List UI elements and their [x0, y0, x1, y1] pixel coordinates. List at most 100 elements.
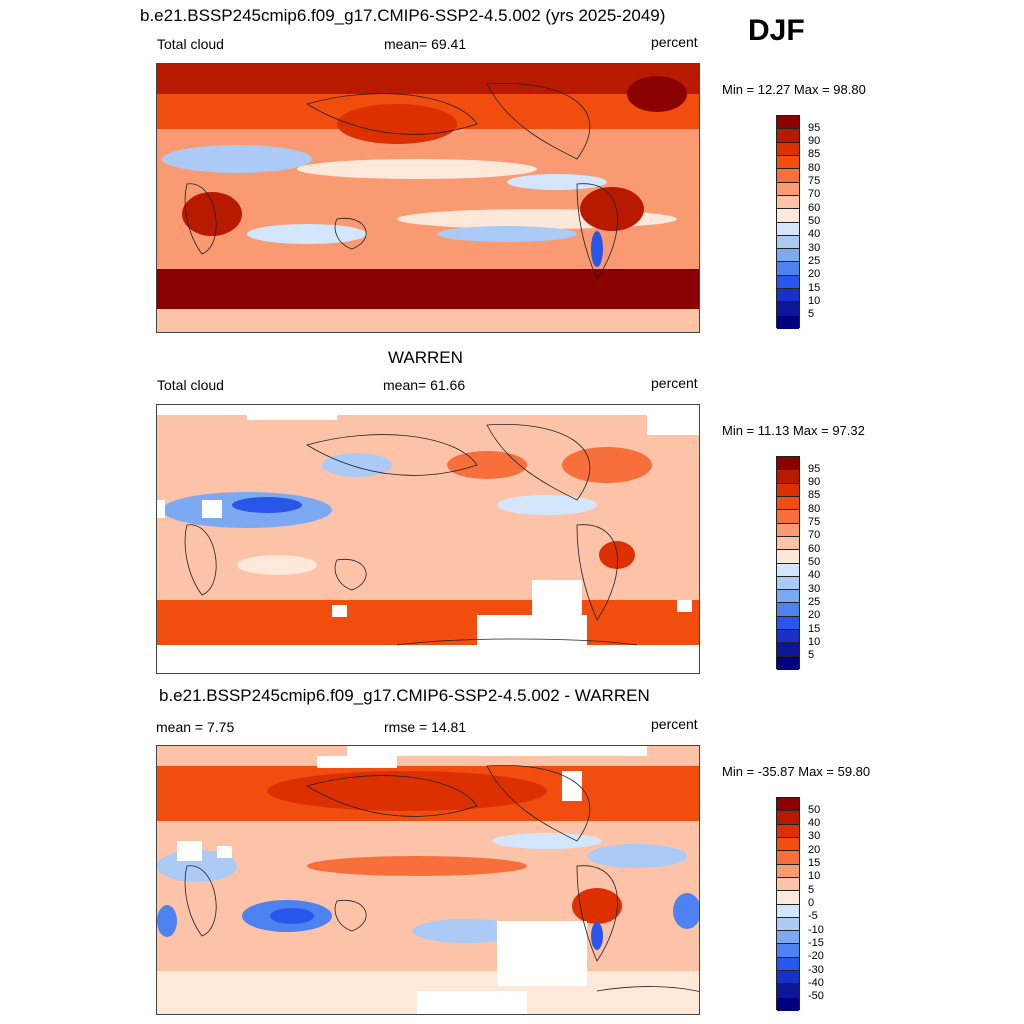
panel-1-left-label: Total cloud — [157, 36, 224, 52]
colorbar-tick-label: 95 — [808, 121, 821, 134]
colorbar-swatch — [777, 182, 799, 196]
colorbar-tick-label: -50 — [808, 990, 824, 1003]
colorbar-swatch — [777, 235, 799, 250]
colorbar-tick-label: -20 — [808, 950, 824, 963]
colorbar-swatch — [777, 944, 799, 958]
colorbar-tick-label: 95 — [808, 462, 821, 475]
panel-2-center-label: mean= 61.66 — [383, 377, 466, 393]
colorbar-tick-label: -30 — [808, 963, 824, 976]
colorbar-swatch — [777, 523, 799, 537]
colorbar-swatch — [777, 142, 799, 156]
colorbar-tick-label: -10 — [808, 923, 824, 936]
colorbar-swatch — [777, 603, 799, 617]
colorbar-swatch — [777, 957, 799, 972]
colorbar-tick-label: 0 — [808, 897, 815, 909]
colorbar-tick-label: 90 — [808, 135, 821, 148]
colorbar-swatch — [777, 550, 799, 564]
panel-3-colorbar — [776, 797, 800, 1011]
colorbar-tick-label: 20 — [808, 609, 821, 622]
colorbar-swatch — [777, 195, 799, 210]
colorbar-tick-label: 75 — [808, 175, 821, 188]
panel-1-units: percent — [651, 34, 698, 50]
colorbar-swatch — [777, 590, 799, 604]
colorbar-swatch — [777, 984, 799, 998]
colorbar-tick-label: 10 — [808, 294, 821, 307]
panel-1-map — [156, 63, 700, 333]
colorbar-swatch — [777, 891, 799, 905]
panel-1-title: b.e21.BSSP245cmip6.f09_g17.CMIP6-SSP2-4.… — [140, 6, 666, 25]
colorbar-swatch — [777, 496, 799, 511]
colorbar-swatch — [777, 616, 799, 631]
colorbar-swatch — [777, 483, 799, 497]
colorbar-tick-label: 60 — [808, 542, 821, 555]
panel-2-title: WARREN — [388, 348, 463, 367]
season-label: DJF — [748, 14, 805, 47]
colorbar-tick-label: 25 — [808, 595, 821, 608]
colorbar-tick-label: 20 — [808, 843, 821, 856]
panel-3-center-label: rmse = 14.81 — [384, 719, 467, 735]
colorbar-tick-label: 5 — [808, 649, 815, 662]
colorbar-swatch — [777, 155, 799, 170]
colorbar-swatch — [777, 302, 799, 316]
colorbar-tick-label: 70 — [808, 188, 821, 201]
colorbar-swatch — [777, 917, 799, 932]
colorbar-swatch — [777, 222, 799, 236]
panel-2-units: percent — [651, 375, 698, 391]
panel-3-title: b.e21.BSSP245cmip6.f09_g17.CMIP6-SSP2-4.… — [159, 686, 650, 705]
panel-3-minmax: Min = -35.87 Max = 59.80 — [722, 764, 871, 779]
colorbar-swatch — [777, 904, 799, 918]
colorbar-tick-label: 15 — [808, 857, 821, 870]
colorbar-swatch — [777, 630, 799, 644]
panel-2-map — [156, 404, 700, 674]
colorbar-tick-label: 60 — [808, 201, 821, 214]
colorbar-tick-label: 50 — [808, 215, 821, 227]
panel-2-map-field — [157, 405, 699, 673]
panel-2-minmax: Min = 11.13 Max = 97.32 — [722, 423, 865, 438]
colorbar-swatch — [777, 656, 799, 670]
colorbar-swatch — [777, 576, 799, 591]
colorbar-tick-label: 10 — [808, 635, 821, 648]
colorbar-swatch — [777, 851, 799, 865]
colorbar-swatch — [777, 129, 799, 143]
colorbar-tick-label: 30 — [808, 830, 821, 843]
colorbar-swatch — [777, 877, 799, 892]
colorbar-swatch — [777, 457, 799, 471]
colorbar-tick-label: 50 — [808, 803, 821, 816]
colorbar-tick-label: 70 — [808, 529, 821, 542]
colorbar-swatch — [777, 563, 799, 577]
colorbar-tick-label: 30 — [808, 582, 821, 595]
colorbar-tick-label: 75 — [808, 516, 821, 529]
colorbar-tick-label: 90 — [808, 476, 821, 489]
colorbar-swatch — [777, 824, 799, 838]
colorbar-tick-label: 40 — [808, 569, 821, 582]
panel-3-map-field — [157, 746, 699, 1014]
colorbar-tick-label: 40 — [808, 228, 821, 241]
colorbar-swatch — [777, 289, 799, 303]
colorbar-tick-label: 10 — [808, 870, 821, 883]
panel-1-colorbar — [776, 115, 800, 329]
colorbar-swatch — [777, 864, 799, 878]
colorbar-swatch — [777, 169, 799, 183]
colorbar-swatch — [777, 116, 799, 130]
colorbar-tick-label: 15 — [808, 622, 821, 635]
colorbar-tick-label: 85 — [808, 148, 821, 161]
colorbar-swatch — [777, 798, 799, 812]
colorbar-tick-label: 80 — [808, 502, 821, 515]
panel-3-units: percent — [651, 716, 698, 732]
colorbar-tick-label: 20 — [808, 268, 821, 281]
panel-2-left-label: Total cloud — [157, 377, 224, 393]
panel-1-map-field — [157, 64, 699, 332]
colorbar-tick-label: 15 — [808, 281, 821, 294]
colorbar-tick-label: -15 — [808, 936, 824, 949]
colorbar-swatch — [777, 997, 799, 1011]
colorbar-tick-label: 85 — [808, 489, 821, 502]
colorbar-swatch — [777, 470, 799, 484]
colorbar-tick-label: 5 — [808, 883, 815, 896]
colorbar-tick-label: -40 — [808, 976, 824, 989]
colorbar-swatch — [777, 275, 799, 290]
colorbar-swatch — [777, 811, 799, 825]
colorbar-swatch — [777, 643, 799, 657]
colorbar-swatch — [777, 971, 799, 985]
colorbar-swatch — [777, 262, 799, 276]
colorbar-swatch — [777, 315, 799, 329]
